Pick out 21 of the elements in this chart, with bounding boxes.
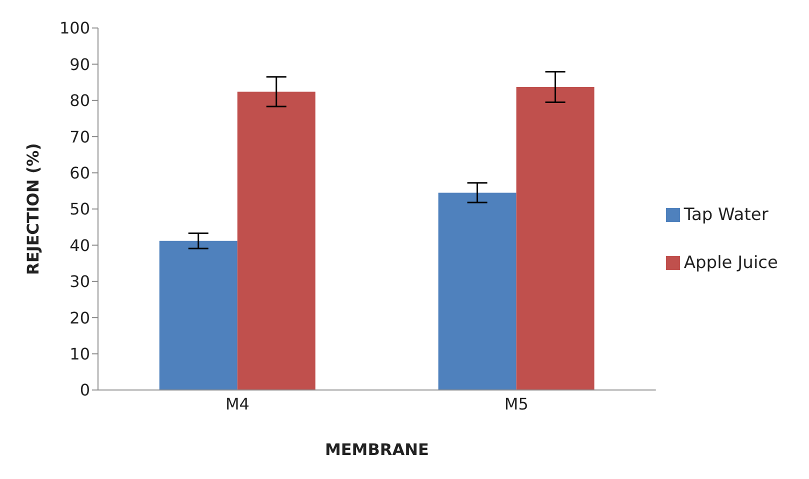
- y-tick-label: 0: [80, 380, 90, 400]
- y-tick-label: 80: [70, 91, 90, 110]
- y-axis-title: REJECTION (%): [24, 143, 43, 275]
- y-tick-label: 40: [70, 236, 90, 255]
- bar: [237, 92, 316, 390]
- y-tick-label: 70: [70, 127, 90, 146]
- bar: [438, 192, 516, 390]
- x-tick-label: M5: [504, 394, 528, 414]
- bar: [516, 87, 594, 390]
- bar: [159, 240, 238, 390]
- y-tick-label: 90: [70, 54, 90, 74]
- y-tick-label: 60: [70, 163, 90, 182]
- x-axis-title: MEMBRANE: [324, 440, 429, 459]
- legend-label: Apple Juice: [684, 253, 778, 273]
- y-tick-label: 20: [70, 308, 90, 328]
- y-tick-label: 50: [70, 200, 90, 219]
- y-tick-label: 30: [70, 272, 90, 292]
- legend-label: Tap Water: [684, 205, 768, 225]
- y-tick-label: 10: [70, 344, 90, 364]
- x-tick-label: M4: [225, 394, 250, 414]
- y-tick-label: 100: [59, 18, 90, 38]
